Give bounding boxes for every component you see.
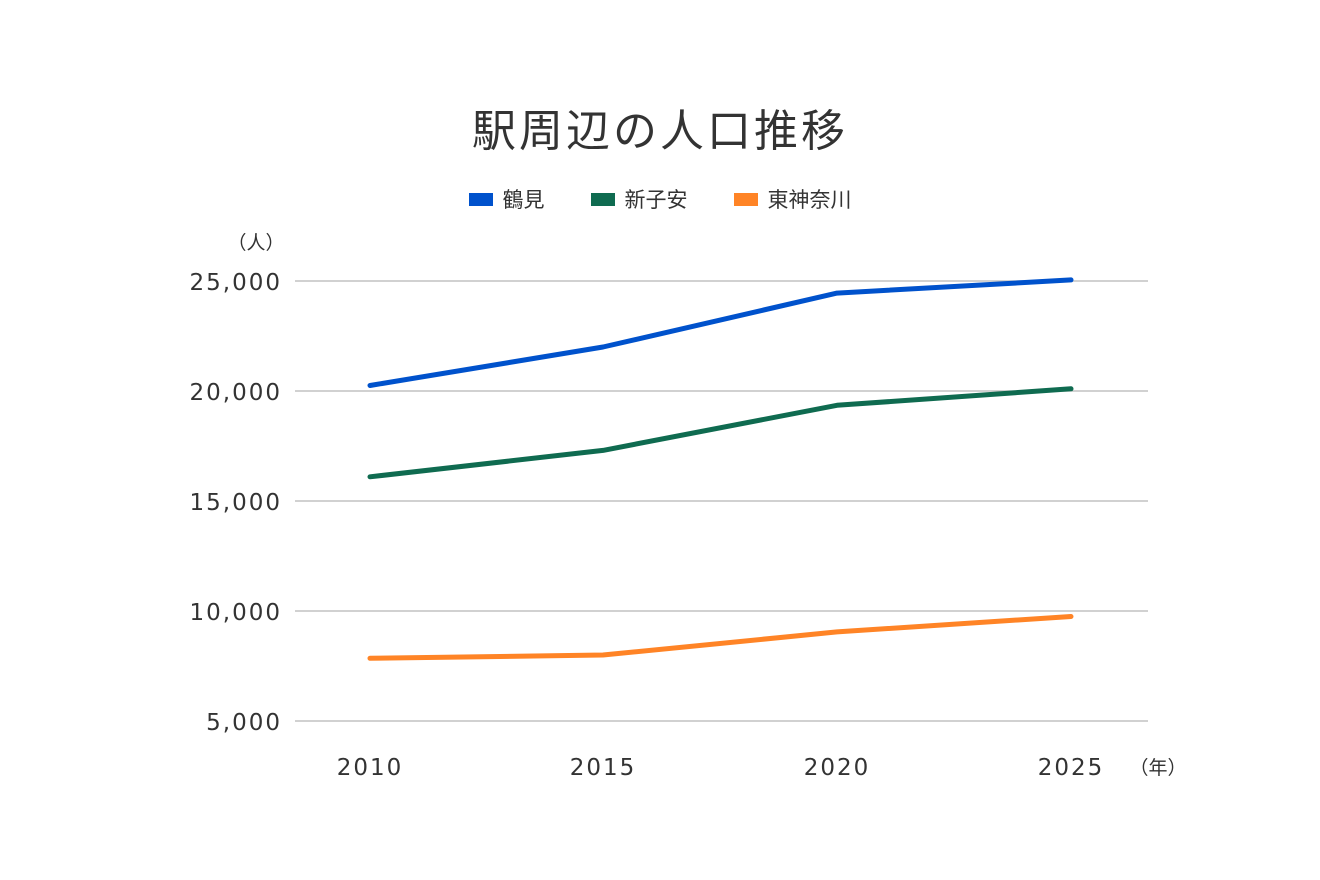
legend-swatch-tsurumi <box>468 192 493 206</box>
x-tick-label: 2020 <box>804 755 871 781</box>
x-tick-label: 2015 <box>570 755 637 781</box>
legend-swatch-shinkoyasu <box>590 192 615 206</box>
y-axis-ticks: 5,000 10,000 15,000 20,000 25,000 <box>190 270 282 736</box>
x-axis-ticks: 2010 2015 2020 2025 <box>337 755 1105 781</box>
chart-title: 駅周辺の人口推移 <box>472 106 848 157</box>
legend-item-shinkoyasu: 新子安 <box>590 184 688 214</box>
x-tick-label: 2025 <box>1038 755 1105 781</box>
series-line-2 <box>367 614 1074 661</box>
legend-swatch-higashikanagawa <box>733 192 758 206</box>
legend-label-tsurumi: 鶴見 <box>502 188 545 212</box>
legend-label-higashikanagawa: 東神奈川 <box>767 188 852 212</box>
x-axis-unit: （年） <box>1129 757 1186 779</box>
legend-item-higashikanagawa: 東神奈川 <box>733 184 852 214</box>
y-tick-label: 20,000 <box>190 380 282 406</box>
y-tick-label: 15,000 <box>190 490 282 516</box>
series-line-0 <box>367 277 1074 388</box>
gridlines <box>295 280 1148 722</box>
legend-label-shinkoyasu: 新子安 <box>624 188 688 212</box>
y-tick-label: 5,000 <box>206 710 282 736</box>
series-line-1 <box>367 386 1074 480</box>
legend-item-tsurumi: 鶴見 <box>468 184 545 214</box>
x-tick-label: 2010 <box>337 755 404 781</box>
series-lines <box>367 277 1074 661</box>
y-tick-label: 25,000 <box>190 270 282 296</box>
y-axis-unit: （人） <box>227 232 284 254</box>
y-tick-label: 10,000 <box>190 600 282 626</box>
legend: 鶴見 新子安 東神奈川 <box>0 184 1320 214</box>
